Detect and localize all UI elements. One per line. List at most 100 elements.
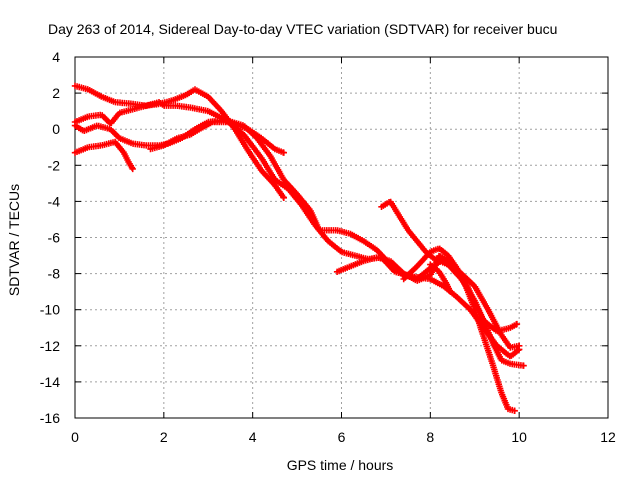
data-point: [207, 95, 210, 98]
data-point: [73, 124, 77, 127]
x-tick-label: 2: [160, 429, 168, 445]
data-point: [380, 205, 383, 208]
data-point: [491, 341, 494, 344]
y-tick-label: -16: [40, 410, 60, 426]
y-tick-label: 0: [52, 121, 60, 137]
series-track-9: [427, 261, 454, 295]
data-point: [189, 106, 192, 109]
series-track-5: [147, 118, 287, 156]
data-point: [327, 239, 330, 243]
data-point: [375, 248, 379, 252]
data-point: [247, 149, 250, 153]
data-point: [318, 229, 321, 232]
data-point: [193, 88, 197, 91]
y-tick-label: -6: [48, 230, 61, 246]
data-point: [464, 285, 468, 288]
x-tick-label: 12: [600, 429, 616, 445]
data-point: [273, 147, 277, 151]
data-point: [176, 137, 179, 140]
data-point: [282, 196, 285, 199]
data-point: [87, 146, 90, 149]
data-point: [340, 250, 343, 254]
data-point: [131, 142, 134, 145]
data-point: [455, 295, 459, 299]
data-point: [269, 155, 272, 158]
data-point: [353, 254, 356, 257]
data-point: [131, 108, 134, 111]
data-point: [429, 250, 432, 254]
data-point: [189, 133, 192, 136]
data-point: [73, 151, 77, 154]
series-track-4: [71, 138, 136, 173]
data-point: [229, 120, 232, 124]
data-point: [100, 113, 103, 117]
data-point: [158, 102, 161, 106]
data-point: [309, 209, 312, 212]
data-point: [433, 258, 436, 261]
data-point: [149, 147, 152, 151]
y-tick-label: -12: [40, 338, 60, 354]
data-point: [273, 184, 277, 187]
data-point: [522, 364, 525, 367]
data-point: [282, 178, 285, 181]
y-tick-label: -8: [48, 266, 61, 282]
data-point: [273, 178, 277, 181]
data-point: [109, 122, 112, 126]
data-point: [438, 254, 441, 257]
data-point: [118, 111, 121, 115]
data-point: [220, 110, 223, 113]
data-point: [509, 362, 512, 366]
data-point: [449, 290, 452, 293]
data-point: [211, 120, 214, 124]
data-point: [402, 277, 405, 281]
data-point: [513, 409, 516, 412]
x-tick-label: 6: [338, 429, 346, 445]
y-tick-label: 4: [52, 49, 60, 65]
y-tick-label: -4: [48, 193, 61, 209]
data-point: [335, 229, 339, 232]
x-tick-label: 8: [426, 429, 434, 445]
data-point: [455, 267, 459, 270]
y-tick-label: -14: [40, 374, 60, 390]
data-point: [415, 239, 419, 243]
data-point: [486, 308, 490, 311]
data-point: [446, 254, 450, 257]
data-point: [260, 137, 263, 140]
data-point: [87, 115, 90, 118]
series-track-8: [400, 245, 518, 414]
data-point: [162, 144, 165, 147]
data-point: [438, 270, 441, 273]
grid: [75, 57, 608, 418]
data-point: [402, 272, 405, 275]
data-point: [242, 133, 245, 136]
data-point: [375, 256, 379, 259]
data-point: [144, 144, 148, 147]
data-point: [118, 137, 121, 140]
data-point: [438, 247, 441, 250]
data-point: [100, 95, 103, 98]
data-point: [176, 104, 179, 107]
data-point: [73, 84, 77, 88]
data-point: [415, 279, 419, 282]
data-point: [184, 93, 188, 97]
data-point: [482, 319, 485, 322]
data-point: [131, 167, 134, 171]
data-point: [406, 229, 410, 232]
data-point: [171, 99, 174, 102]
data-point: [500, 333, 503, 337]
data-point: [131, 102, 134, 106]
data-point: [96, 124, 99, 127]
data-point: [113, 140, 117, 143]
data-point: [144, 104, 148, 107]
data-point: [87, 88, 90, 91]
data-point: [127, 160, 130, 163]
data-point: [260, 169, 263, 172]
data-point: [109, 128, 112, 131]
data-point: [446, 263, 450, 266]
data-point: [473, 285, 476, 288]
data-point: [515, 322, 519, 326]
data-point: [349, 265, 352, 268]
data-point: [233, 128, 237, 131]
